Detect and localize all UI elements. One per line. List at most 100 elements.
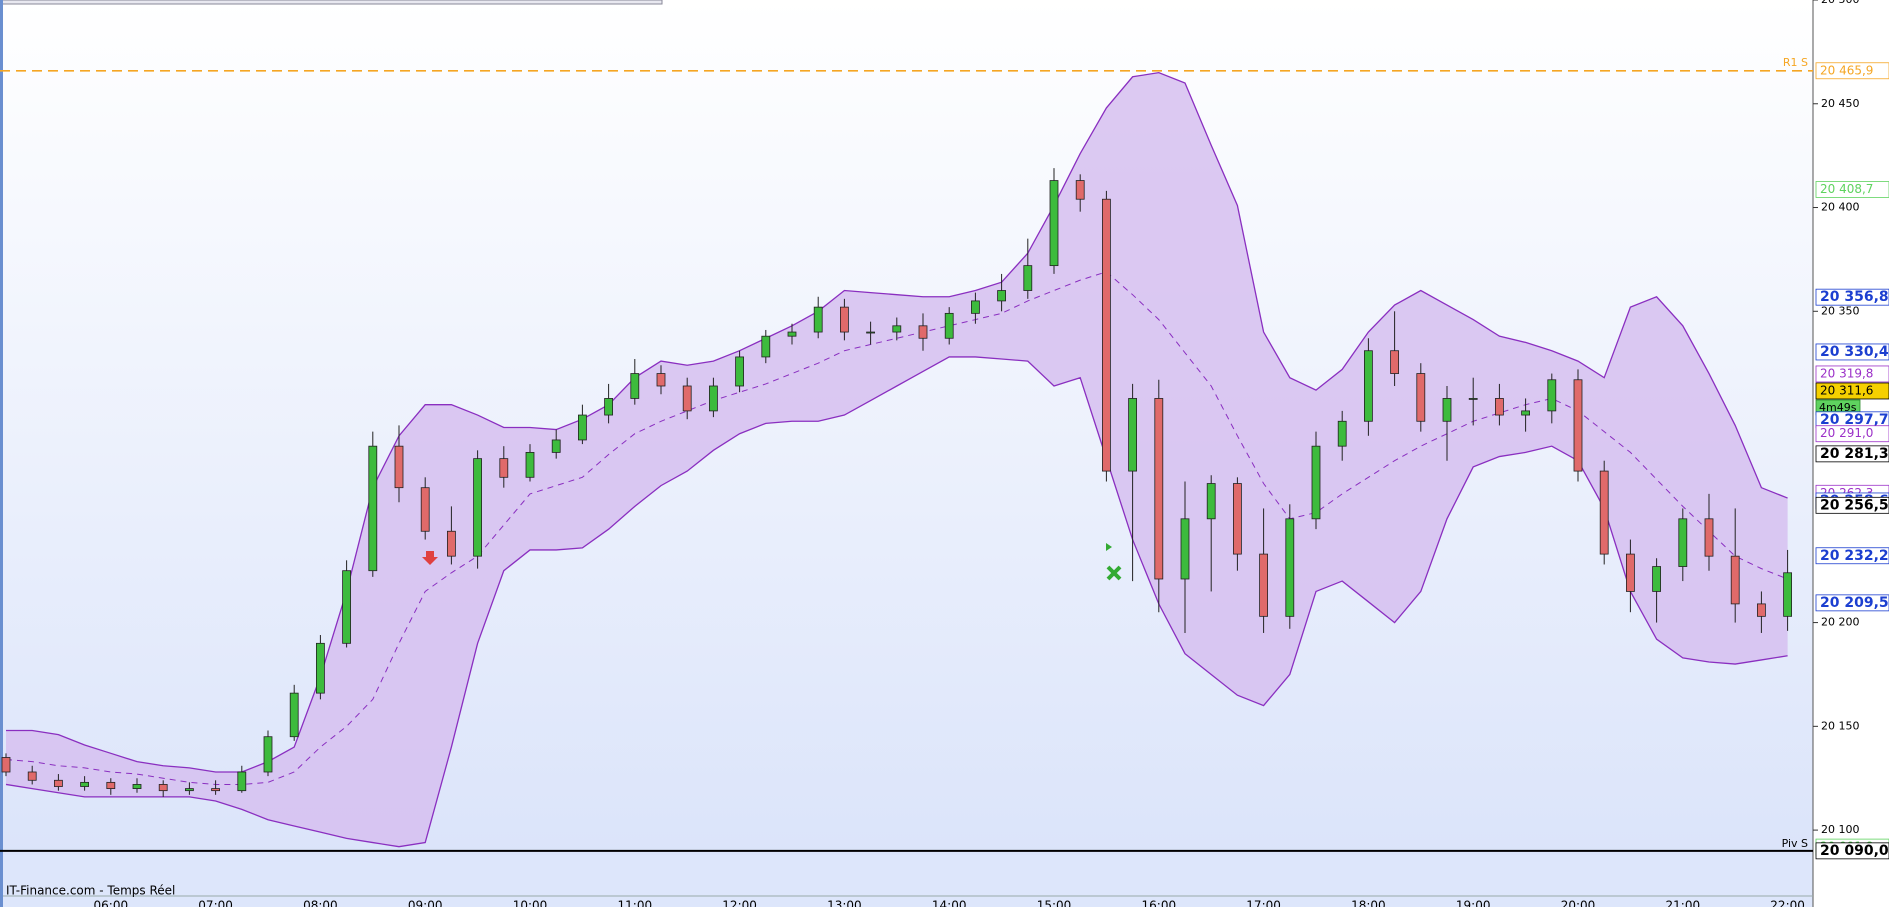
level-label: 20 408,7 <box>1820 182 1873 196</box>
y-tick-label: 20 450 <box>1821 97 1860 110</box>
level-box <box>1815 425 1889 443</box>
candle-body <box>604 398 613 416</box>
candle-body <box>813 306 823 333</box>
candle-body <box>1023 265 1033 291</box>
x-tick-label: 17:00 <box>1246 899 1281 907</box>
candle-body <box>1 757 11 773</box>
candle-body <box>1337 420 1347 447</box>
x-tick-label: 15:00 <box>1037 899 1072 907</box>
y-tick-label: 20 500 <box>1821 0 1860 6</box>
candle-body <box>918 325 928 339</box>
candle-body <box>709 385 718 412</box>
candle-body <box>656 373 666 387</box>
layer <box>1 71 1792 848</box>
candle-body <box>1390 350 1399 374</box>
candle-body <box>1599 470 1609 555</box>
x-tick-label: 07:00 <box>198 899 233 907</box>
candle-body <box>944 312 954 339</box>
level-label: 20 291,0 <box>1820 426 1873 440</box>
level-box <box>1815 365 1889 383</box>
candle-body <box>997 290 1006 302</box>
x-tick-label: 16:00 <box>1142 899 1177 907</box>
candle-body <box>787 331 797 337</box>
left-edge <box>0 0 3 907</box>
candle-body <box>551 439 561 453</box>
candle-body <box>420 487 430 532</box>
level-box <box>1815 594 1889 612</box>
level-tag: R1 S <box>1783 56 1808 69</box>
candle-body <box>1416 373 1426 422</box>
candle-body <box>132 784 142 789</box>
level-box <box>1815 445 1889 463</box>
x-tick-label: 21:00 <box>1666 899 1701 907</box>
candle-body <box>499 458 509 478</box>
candle-body <box>1180 518 1190 580</box>
candle-body <box>866 331 875 334</box>
level-box <box>1815 496 1889 514</box>
x-tick-label: 09:00 <box>408 899 443 907</box>
candle-body <box>211 788 221 792</box>
candle-body <box>1704 518 1714 557</box>
candle-body <box>682 385 692 412</box>
candle-body <box>1364 350 1373 422</box>
level-box <box>1815 288 1889 306</box>
level-label: 20 281,3 <box>1820 446 1889 462</box>
candle-body <box>735 356 744 387</box>
candle-body <box>1233 483 1242 555</box>
level-label: 20 465,9 <box>1820 63 1873 77</box>
candle-body <box>473 458 483 557</box>
candle-body <box>1783 572 1792 617</box>
x-tick-label: 14:00 <box>932 899 967 907</box>
band-area <box>6 72 1788 847</box>
level-label: 20 311,6 <box>1820 383 1873 397</box>
candle-body <box>1154 398 1164 580</box>
y-tick-label: 20 200 <box>1821 616 1860 629</box>
candle-body <box>892 325 902 333</box>
level-box <box>1815 181 1889 198</box>
y-tick-label: 20 100 <box>1821 823 1860 836</box>
candle-body <box>1102 198 1111 472</box>
candle-body <box>106 781 116 789</box>
level-label: 20 356,8 <box>1820 289 1889 305</box>
level-box <box>1815 343 1889 361</box>
sell-signal <box>422 551 438 565</box>
candle-body <box>525 452 535 478</box>
candle-body <box>1547 379 1557 412</box>
candle-body <box>578 414 587 441</box>
candle-body <box>1259 553 1268 617</box>
toolbar[interactable] <box>0 0 663 5</box>
x-tick-label: 19:00 <box>1456 899 1491 907</box>
y-tick-label: 20 400 <box>1821 201 1860 214</box>
candle-body <box>1757 603 1766 617</box>
level-box <box>1815 382 1889 400</box>
x-tick-label: 20:00 <box>1561 899 1596 907</box>
level-label: 20 319,8 <box>1820 366 1873 380</box>
x-tick-label: 18:00 <box>1351 899 1386 907</box>
candle-body <box>1075 180 1085 200</box>
candle-body <box>289 692 299 738</box>
candle-body <box>630 373 640 399</box>
candle-body <box>971 300 980 314</box>
candle-body <box>158 784 168 792</box>
x-tick-label: 06:00 <box>94 899 129 907</box>
level-box <box>1815 842 1889 860</box>
level-label: 20 256,5 <box>1820 497 1889 513</box>
x-tick-label: 11:00 <box>618 899 653 907</box>
candle-body <box>1128 398 1137 472</box>
level-box <box>1815 547 1889 565</box>
candle-body <box>1442 398 1452 422</box>
footer-text: IT-Finance.com - Temps Réel <box>6 884 175 898</box>
footer-strip <box>0 855 1813 907</box>
signal-triangle <box>1106 543 1112 551</box>
candle-body <box>1285 518 1295 617</box>
candle-body <box>840 306 849 333</box>
x-tick-label: 08:00 <box>303 899 338 907</box>
level-label: 20 209,5 <box>1820 595 1889 611</box>
candle-body <box>1311 445 1321 520</box>
timer-text: 4m49s <box>1819 401 1857 414</box>
candle-body <box>1652 566 1661 592</box>
level-label: 20 297,7 <box>1820 412 1889 428</box>
candle-body <box>237 771 247 792</box>
y-tick-label: 20 150 <box>1821 719 1860 732</box>
